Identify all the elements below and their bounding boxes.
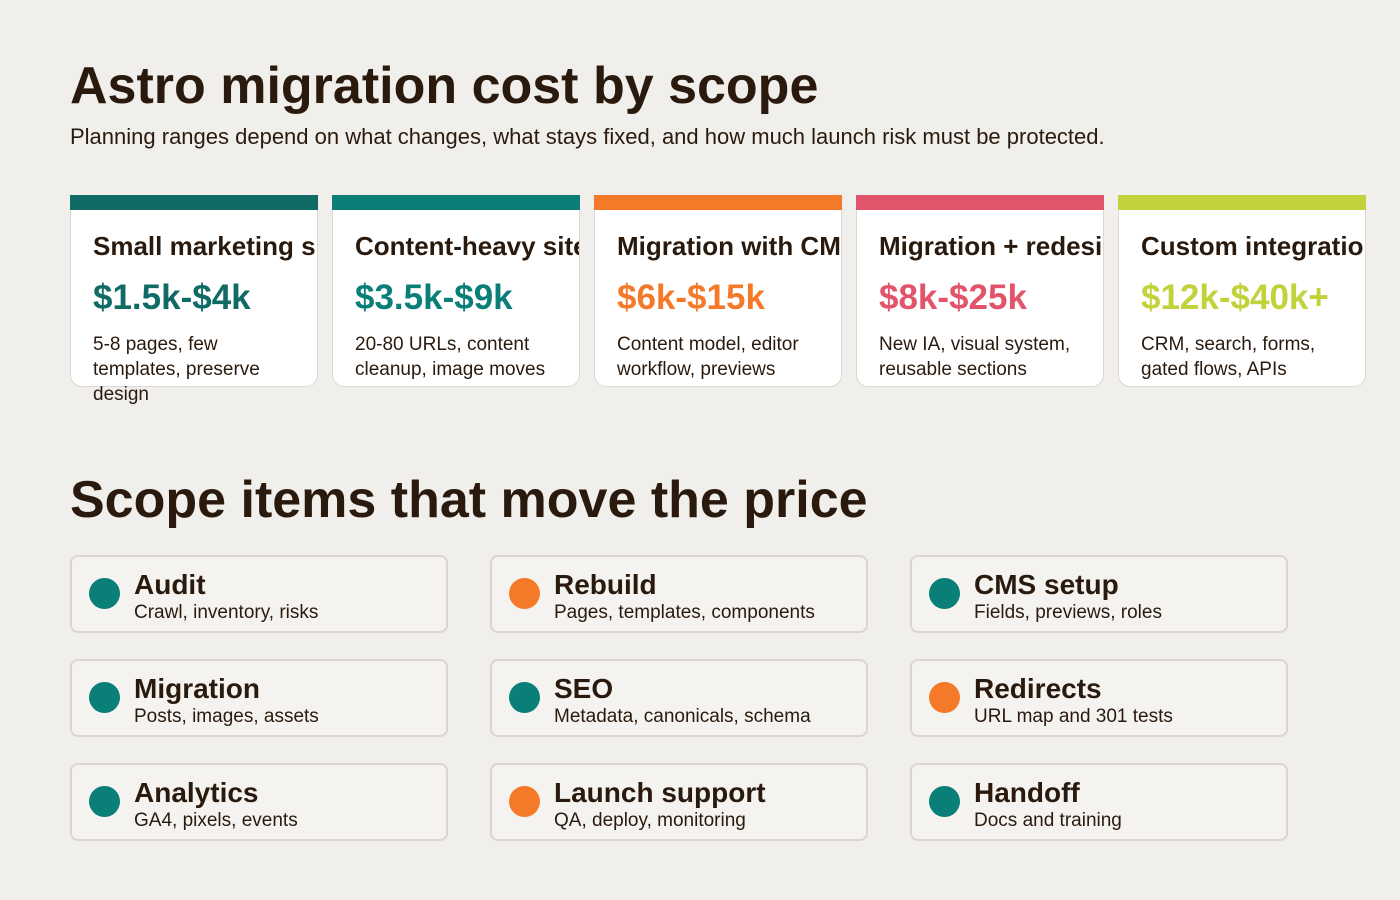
tier-price: $8k-$25k: [879, 278, 1027, 317]
scope-item: Launch support QA, deploy, monitoring: [490, 763, 868, 841]
card-accent: [594, 195, 842, 210]
item-name: Rebuild: [554, 569, 657, 600]
scope-item: Redirects URL map and 301 tests: [910, 659, 1288, 737]
item-description: Posts, images, assets: [134, 706, 319, 727]
scope-item: Analytics GA4, pixels, events: [70, 763, 448, 841]
tier-price: $1.5k-$4k: [93, 278, 251, 317]
tier-name: Migration with CMS: [617, 231, 841, 261]
card-accent: [332, 195, 580, 210]
tier-description: Content model, editor workflow, previews: [617, 334, 799, 380]
item-name: CMS setup: [974, 569, 1119, 600]
card-body: Migration with CMS $6k-$15k Content model,…: [594, 210, 842, 387]
card-body: Custom integrations $12k-$40k+ CRM, search…: [1118, 210, 1366, 387]
scope-item: CMS setup Fields, previews, roles: [910, 555, 1288, 633]
item-description: URL map and 301 tests: [974, 706, 1173, 727]
tier-description: 20-80 URLs, content cleanup, image moves: [355, 334, 546, 380]
section-title: Scope items that move the price: [70, 471, 868, 529]
item-name: Launch support: [554, 777, 766, 808]
tier-description: CRM, search, forms, gated flows, APIs: [1141, 334, 1316, 380]
item-description: QA, deploy, monitoring: [554, 810, 746, 831]
item-name: Migration: [134, 673, 260, 704]
status-dot: [929, 682, 960, 713]
tier-name: Migration + redesign: [879, 231, 1103, 261]
item-name: SEO: [554, 673, 614, 704]
status-dot: [89, 578, 120, 609]
item-name: Redirects: [974, 673, 1102, 704]
page-title: Astro migration cost by scope: [70, 57, 819, 115]
card-accent: [1118, 195, 1366, 210]
tier-price: $12k-$40k+: [1141, 278, 1329, 317]
scope-item: Audit Crawl, inventory, risks: [70, 555, 448, 633]
item-description: Fields, previews, roles: [974, 602, 1162, 623]
tier-name: Content-heavy site: [355, 231, 579, 261]
card-body: Small marketing site $1.5k-$4k 5-8 pages, …: [70, 210, 318, 405]
tier-description: New IA, visual system, reusable sections: [879, 334, 1071, 380]
tier-price: $6k-$15k: [617, 278, 765, 317]
item-description: Crawl, inventory, risks: [134, 602, 319, 623]
tier-card: Content-heavy site $3.5k-$9k 20-80 URLs, c…: [332, 195, 580, 387]
status-dot: [89, 682, 120, 713]
item-name: Analytics: [134, 777, 259, 808]
status-dot: [509, 682, 540, 713]
card-body: Migration + redesign $8k-$25k New IA, visu…: [856, 210, 1104, 387]
item-description: Metadata, canonicals, schema: [554, 706, 811, 727]
item-name: Audit: [134, 569, 206, 600]
status-dot: [509, 578, 540, 609]
scope-item: Handoff Docs and training: [910, 763, 1288, 841]
item-description: Docs and training: [974, 810, 1122, 831]
tier-name: Custom integrations: [1141, 231, 1365, 261]
tier-card: Migration with CMS $6k-$15k Content model,…: [594, 195, 842, 387]
scope-item: Rebuild Pages, templates, components: [490, 555, 868, 633]
item-name: Handoff: [974, 777, 1080, 808]
item-description: Pages, templates, components: [554, 602, 815, 623]
status-dot: [89, 786, 120, 817]
tier-card: Small marketing site $1.5k-$4k 5-8 pages, …: [70, 195, 318, 405]
tier-card: Migration + redesign $8k-$25k New IA, visu…: [856, 195, 1104, 387]
item-description: GA4, pixels, events: [134, 810, 298, 831]
card-accent: [70, 195, 318, 210]
card-accent: [856, 195, 1104, 210]
tier-price: $3.5k-$9k: [355, 278, 513, 317]
tier-card: Custom integrations $12k-$40k+ CRM, search…: [1118, 195, 1366, 387]
tier-name: Small marketing site: [93, 231, 317, 261]
scope-item: Migration Posts, images, assets: [70, 659, 448, 737]
status-dot: [509, 786, 540, 817]
scope-item: SEO Metadata, canonicals, schema: [490, 659, 868, 737]
status-dot: [929, 578, 960, 609]
tier-description: 5-8 pages, few templates, preserve desig…: [93, 334, 260, 405]
status-dot: [929, 786, 960, 817]
card-body: Content-heavy site $3.5k-$9k 20-80 URLs, c…: [332, 210, 580, 387]
subtitle: Planning ranges depend on what changes, …: [70, 124, 1105, 149]
